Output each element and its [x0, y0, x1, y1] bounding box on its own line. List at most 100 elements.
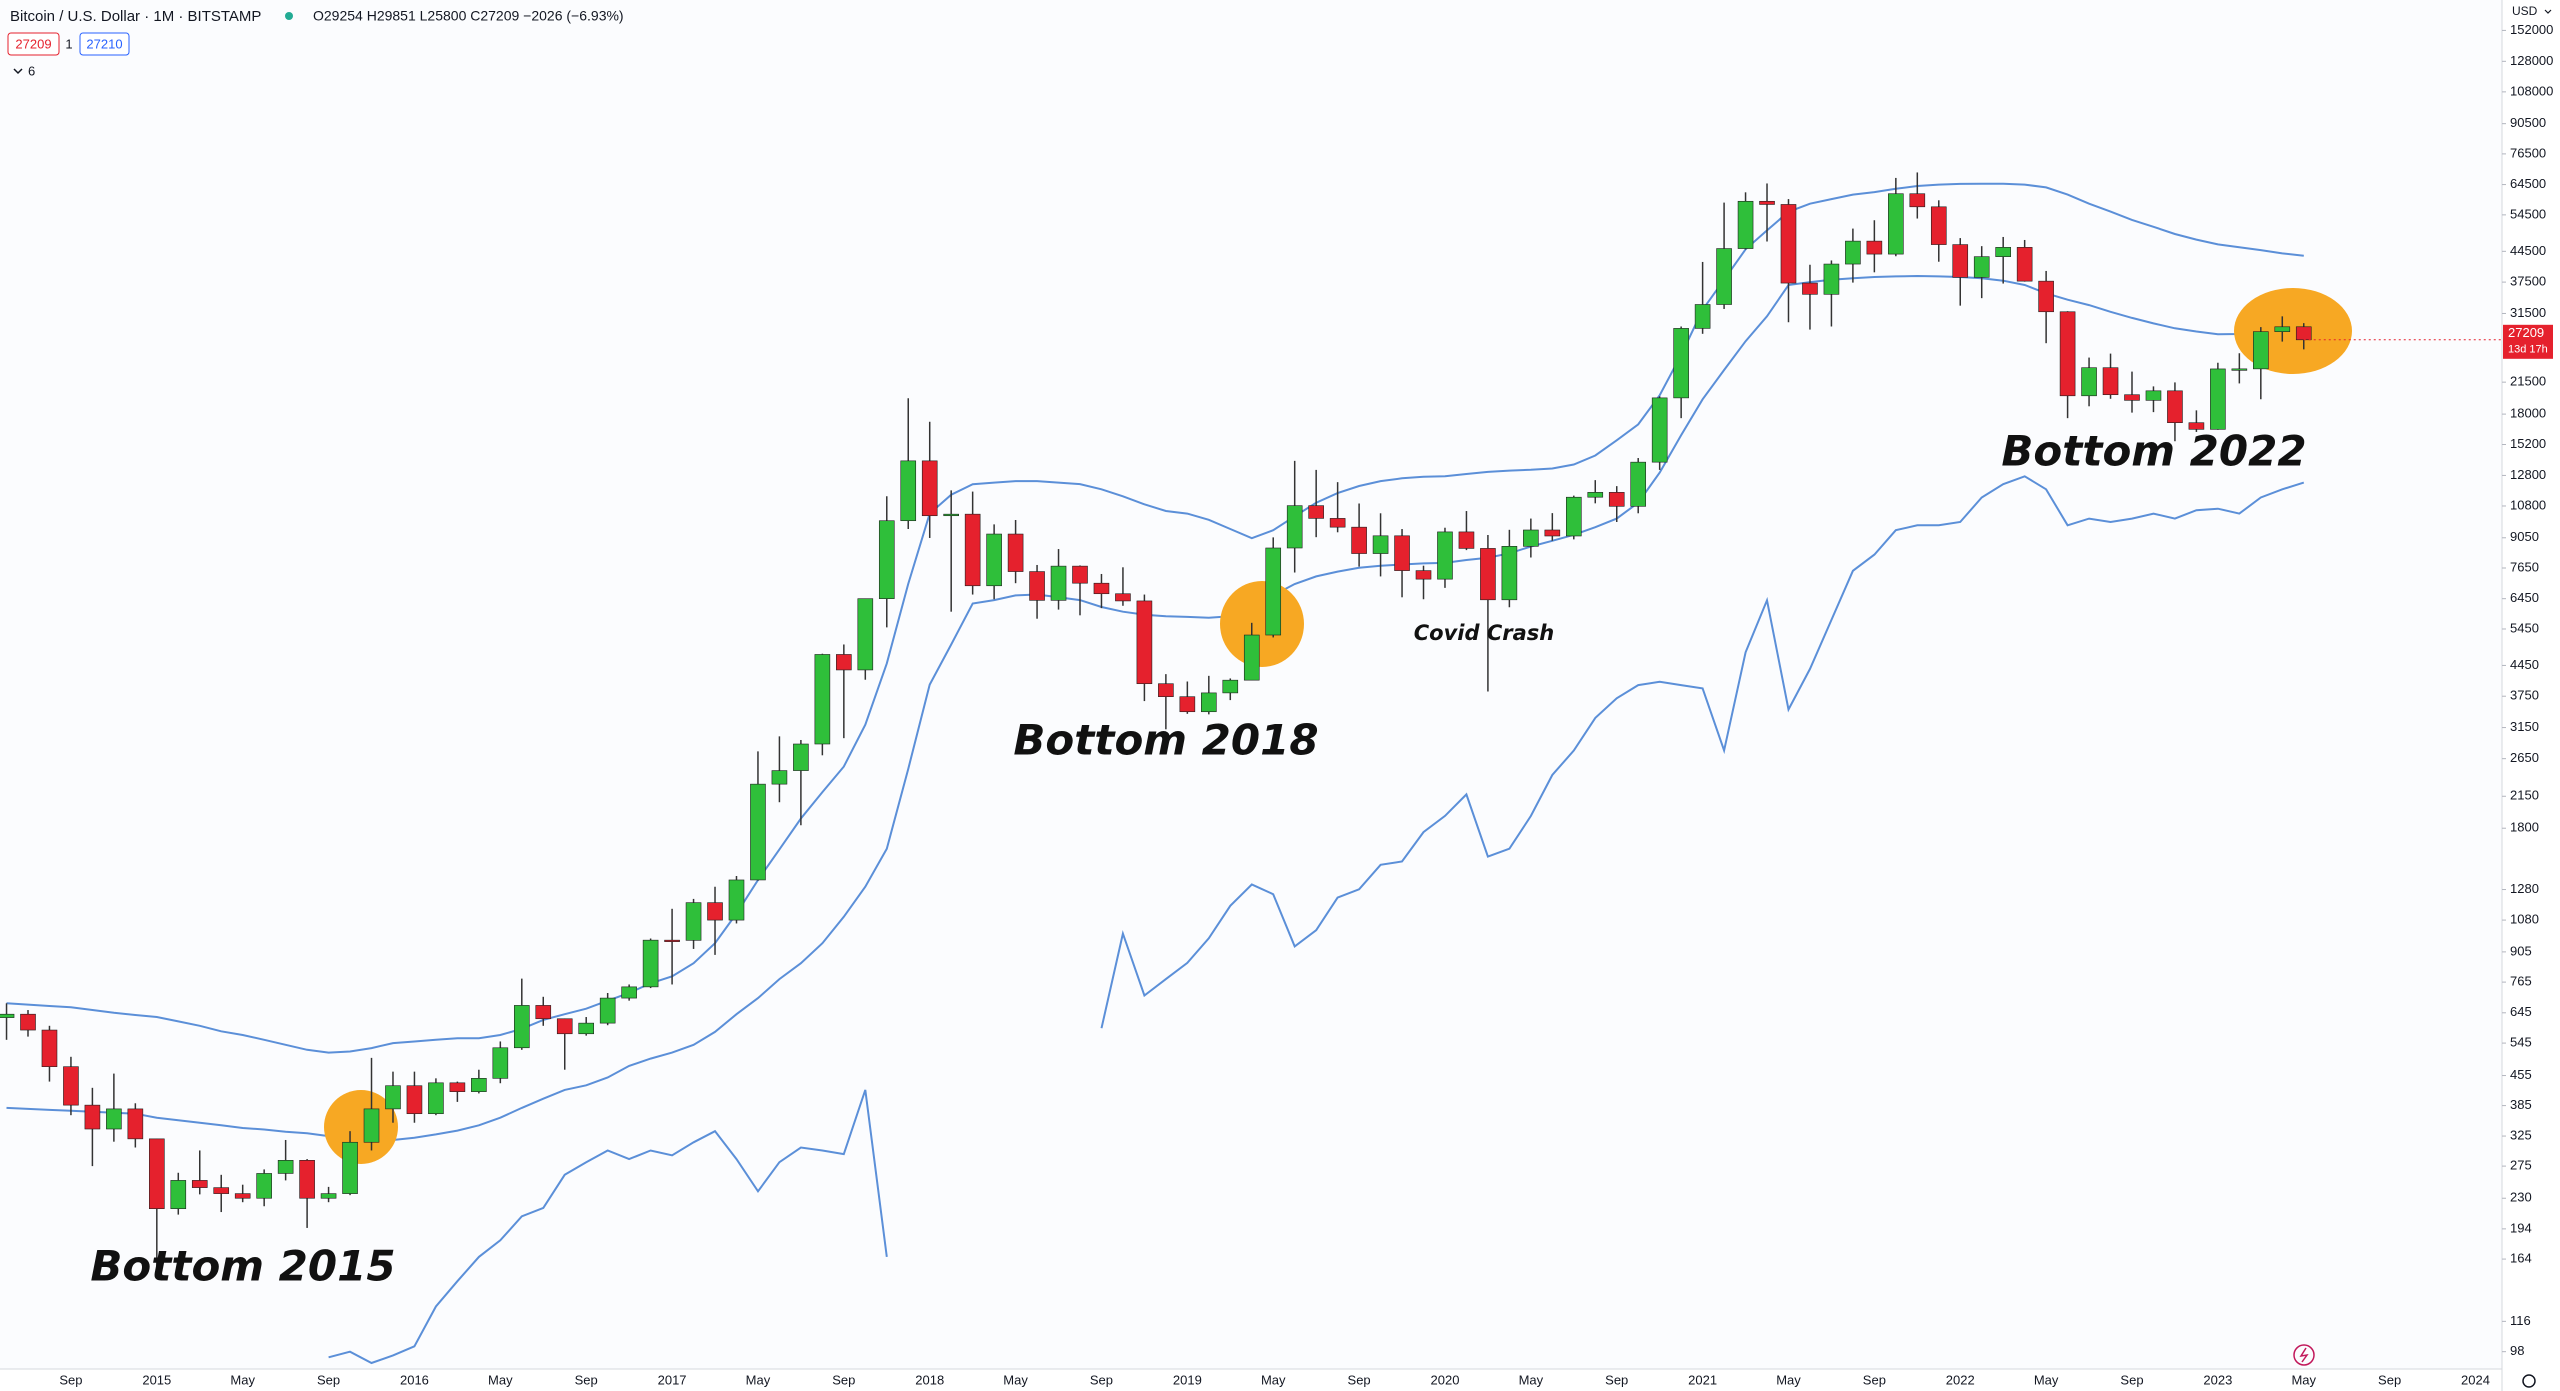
candle-body — [1973, 256, 1990, 278]
candle-body — [1372, 535, 1389, 554]
candle-body — [1222, 679, 1239, 694]
x-tick-label: 2017 — [658, 1372, 687, 1387]
y-tick-label: 2650 — [2510, 750, 2539, 765]
candle-body — [191, 1180, 208, 1188]
y-tick-label: 21500 — [2510, 374, 2546, 389]
y-tick-label: 3750 — [2510, 688, 2539, 703]
candle-body — [471, 1078, 487, 1092]
y-tick-label: 12800 — [2510, 467, 2546, 482]
candle-body — [2081, 367, 2097, 397]
candle-body — [2059, 311, 2076, 397]
currency-menu[interactable] — [2544, 9, 2552, 14]
x-tick-label: May — [1003, 1372, 1028, 1387]
candle-body — [106, 1108, 122, 1130]
y-tick-label: 7650 — [2510, 559, 2539, 574]
candle-body — [385, 1085, 401, 1110]
x-tick-label: Sep — [575, 1372, 598, 1387]
annotation: Bottom 2015 — [90, 1242, 395, 1291]
candle-body — [1286, 505, 1303, 549]
y-tick-label: 545 — [2510, 1035, 2532, 1050]
currency[interactable]: USD — [2512, 4, 2538, 18]
candle-body — [1888, 193, 1904, 255]
alert-icon[interactable] — [2293, 1344, 2315, 1366]
candle-body — [1866, 240, 1883, 255]
y-tick-label: 90500 — [2510, 115, 2546, 130]
candle-body — [1158, 683, 1174, 697]
indicators-count[interactable]: 6 — [28, 63, 35, 78]
x-tick-label: Sep — [1348, 1372, 1371, 1387]
candle-body — [1458, 531, 1475, 549]
candle-body — [1136, 600, 1153, 685]
x-tick-label: 2018 — [915, 1372, 944, 1387]
candle-body — [1243, 634, 1260, 681]
bid-box[interactable] — [7, 32, 60, 56]
candle-body — [492, 1047, 509, 1079]
candle-body — [771, 770, 788, 785]
candle-body — [1437, 531, 1453, 580]
ask[interactable]: 27210 — [86, 36, 122, 51]
y-tick-label: 645 — [2510, 1004, 2532, 1019]
y-tick-label: 275 — [2510, 1158, 2532, 1173]
candle-body — [1480, 548, 1496, 601]
candle-body — [1780, 204, 1797, 284]
candle-body — [685, 902, 702, 941]
y-tick-label: 44500 — [2510, 243, 2546, 258]
candle-body — [127, 1108, 144, 1140]
y-tick-label: 1280 — [2510, 881, 2539, 896]
y-tick-label: 10800 — [2510, 497, 2546, 512]
y-tick-label: 18000 — [2510, 406, 2546, 421]
alert-bolt — [2299, 1347, 2309, 1363]
indicators-toggle[interactable] — [13, 68, 23, 75]
candle-body — [2145, 390, 2162, 401]
plot-area — [0, 0, 2502, 1369]
candle-body — [2016, 247, 2033, 282]
y-tick-label: 455 — [2510, 1067, 2532, 1082]
x-tick-label: 2015 — [142, 1372, 171, 1387]
y-tick-label: 116 — [2510, 1313, 2531, 1328]
candle-body — [1716, 248, 1732, 305]
candle-body — [621, 986, 637, 999]
candle-body — [1093, 582, 1110, 595]
candle-body — [1308, 505, 1324, 519]
highlight — [2234, 288, 2352, 374]
candle-body — [2231, 368, 2248, 371]
x-tick-label: 2016 — [400, 1372, 429, 1387]
candle-body — [1265, 547, 1282, 636]
ask-box[interactable] — [79, 32, 130, 56]
candle-body — [1759, 200, 1775, 205]
x-tick-label: Sep — [2378, 1372, 2401, 1387]
y-tick-label: 152000 — [2510, 22, 2553, 37]
candle-body — [41, 1029, 58, 1067]
candle-body — [84, 1104, 101, 1130]
candle-body — [2210, 368, 2226, 430]
candle-body — [964, 513, 981, 587]
candle-body — [578, 1022, 595, 1035]
candle-body — [1201, 692, 1217, 713]
bid[interactable]: 27209 — [15, 36, 51, 51]
x-tick-label: May — [1519, 1372, 1544, 1387]
market-status — [285, 12, 293, 20]
candle-body — [857, 598, 874, 671]
band-line — [6, 182, 2304, 1054]
y-tick-label: 765 — [2510, 974, 2532, 989]
y-tick-label: 54500 — [2510, 206, 2546, 221]
ohlc-legend: O29254 H29851 L25800 C27209 −2026 (−6.93… — [313, 8, 624, 24]
candle-body — [363, 1108, 380, 1143]
candle-body — [20, 1013, 36, 1031]
candle-body — [664, 939, 680, 942]
candle-body — [320, 1193, 337, 1199]
x-tick-label: Sep — [2120, 1372, 2143, 1387]
candle-body — [836, 654, 852, 671]
candle-body — [277, 1160, 294, 1174]
candle-body — [2102, 367, 2119, 396]
y-tick-label: 4450 — [2510, 657, 2539, 672]
candle-body — [2188, 422, 2205, 430]
candle-body — [1930, 206, 1947, 245]
settings-icon[interactable] — [2522, 1374, 2536, 1388]
y-tick-label: 98 — [2510, 1343, 2524, 1358]
candle-body — [2038, 280, 2054, 313]
candle-body — [1565, 496, 1582, 537]
x-tick-label: 2019 — [1173, 1372, 1202, 1387]
candle-body — [707, 902, 723, 921]
y-tick-label: 128000 — [2510, 53, 2553, 68]
